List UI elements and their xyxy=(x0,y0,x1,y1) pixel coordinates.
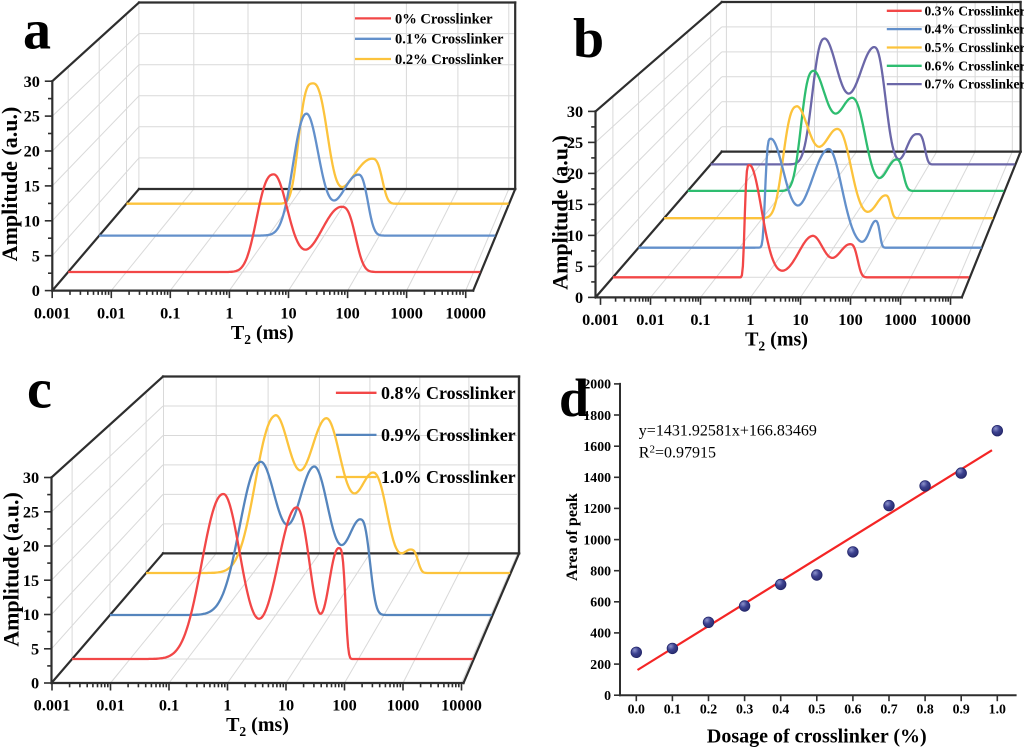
svg-text:0.3: 0.3 xyxy=(736,702,753,717)
svg-text:100: 100 xyxy=(335,303,359,322)
svg-text:15: 15 xyxy=(567,195,583,214)
svg-text:Amplitude (a.u.): Amplitude (a.u.) xyxy=(0,107,22,262)
svg-text:1.0: 1.0 xyxy=(989,702,1006,717)
svg-text:T2 (ms): T2 (ms) xyxy=(745,329,808,354)
svg-text:0.8% Crosslinker: 0.8% Crosslinker xyxy=(381,383,516,403)
svg-text:10: 10 xyxy=(278,696,294,715)
svg-text:30: 30 xyxy=(24,72,40,91)
svg-text:10: 10 xyxy=(23,605,39,624)
svg-text:1000: 1000 xyxy=(884,310,917,329)
svg-text:0.4: 0.4 xyxy=(772,702,789,717)
svg-text:0.5: 0.5 xyxy=(808,702,825,717)
svg-text:20: 20 xyxy=(24,142,40,161)
svg-text:1000: 1000 xyxy=(390,303,423,322)
svg-text:0: 0 xyxy=(32,281,40,300)
svg-text:d: d xyxy=(559,368,589,428)
svg-text:Amplitude (a.u.): Amplitude (a.u.) xyxy=(0,492,23,647)
svg-text:15: 15 xyxy=(24,177,40,196)
svg-text:10000: 10000 xyxy=(445,303,486,322)
svg-text:0.5% Crosslinker: 0.5% Crosslinker xyxy=(925,40,1024,55)
svg-text:0.8: 0.8 xyxy=(916,702,933,717)
svg-text:0.9: 0.9 xyxy=(953,702,970,717)
svg-text:600: 600 xyxy=(590,595,611,610)
svg-text:0.7: 0.7 xyxy=(880,702,897,717)
svg-text:0.001: 0.001 xyxy=(34,696,71,715)
svg-text:0.1: 0.1 xyxy=(160,303,180,322)
svg-text:0.001: 0.001 xyxy=(582,310,619,329)
svg-text:5: 5 xyxy=(31,639,39,658)
svg-text:1: 1 xyxy=(225,303,233,322)
svg-text:c: c xyxy=(27,359,52,421)
svg-text:0.4% Crosslinker: 0.4% Crosslinker xyxy=(925,22,1024,37)
svg-text:1400: 1400 xyxy=(583,470,611,485)
svg-text:T2 (ms): T2 (ms) xyxy=(231,322,294,347)
svg-text:0.6% Crosslinker: 0.6% Crosslinker xyxy=(925,58,1024,73)
svg-text:5: 5 xyxy=(32,246,40,265)
svg-text:10: 10 xyxy=(567,226,583,245)
svg-text:20: 20 xyxy=(567,164,583,183)
svg-text:10000: 10000 xyxy=(441,696,482,715)
svg-text:10000: 10000 xyxy=(930,310,971,329)
svg-text:b: b xyxy=(573,8,604,70)
svg-text:0.3% Crosslinker: 0.3% Crosslinker xyxy=(925,3,1024,18)
svg-text:0.7% Crosslinker: 0.7% Crosslinker xyxy=(925,77,1024,92)
svg-text:2000: 2000 xyxy=(583,377,611,392)
svg-text:1200: 1200 xyxy=(583,501,611,516)
svg-text:0.1: 0.1 xyxy=(159,696,179,715)
svg-text:0.1% Crosslinker: 0.1% Crosslinker xyxy=(395,32,504,48)
svg-text:0.0: 0.0 xyxy=(628,702,645,717)
svg-text:10: 10 xyxy=(792,310,808,329)
svg-text:1800: 1800 xyxy=(583,408,611,423)
svg-text:Dosage of crosslinker (%): Dosage of crosslinker (%) xyxy=(707,726,927,748)
svg-text:10: 10 xyxy=(24,211,40,230)
svg-text:1000: 1000 xyxy=(583,532,611,547)
svg-text:100: 100 xyxy=(838,310,862,329)
svg-text:0: 0 xyxy=(575,288,583,307)
svg-text:0.6: 0.6 xyxy=(844,702,861,717)
svg-text:1600: 1600 xyxy=(583,439,611,454)
svg-text:0.9% Crosslinker: 0.9% Crosslinker xyxy=(381,425,516,445)
svg-text:0% Crosslinker: 0% Crosslinker xyxy=(395,11,493,27)
svg-text:0: 0 xyxy=(31,674,39,693)
svg-text:0.1: 0.1 xyxy=(664,702,681,717)
svg-text:Amplitude (a.u.): Amplitude (a.u.) xyxy=(547,135,572,290)
svg-text:30: 30 xyxy=(23,468,39,487)
svg-text:0.01: 0.01 xyxy=(97,303,126,322)
svg-text:0: 0 xyxy=(604,688,611,703)
svg-text:200: 200 xyxy=(590,657,611,672)
svg-text:800: 800 xyxy=(590,564,611,579)
svg-text:0.01: 0.01 xyxy=(636,310,665,329)
svg-text:0.1: 0.1 xyxy=(690,310,710,329)
svg-text:1: 1 xyxy=(223,696,231,715)
svg-text:0.001: 0.001 xyxy=(34,303,71,322)
svg-text:25: 25 xyxy=(24,107,40,126)
svg-text:20: 20 xyxy=(23,537,39,556)
svg-text:25: 25 xyxy=(567,133,583,152)
svg-text:5: 5 xyxy=(575,257,583,276)
svg-text:100: 100 xyxy=(332,696,356,715)
svg-text:0.01: 0.01 xyxy=(96,696,125,715)
svg-text:y=1431.92581x+166.83469: y=1431.92581x+166.83469 xyxy=(639,422,817,439)
svg-text:1000: 1000 xyxy=(387,696,420,715)
svg-text:a: a xyxy=(23,0,51,62)
svg-text:1.0% Crosslinker: 1.0% Crosslinker xyxy=(381,467,516,487)
svg-text:T2 (ms): T2 (ms) xyxy=(226,714,289,739)
svg-text:Area of peak: Area of peak xyxy=(564,493,581,581)
svg-text:15: 15 xyxy=(23,571,39,590)
svg-text:25: 25 xyxy=(23,502,39,521)
svg-text:1: 1 xyxy=(746,310,754,329)
svg-text:30: 30 xyxy=(567,102,583,121)
svg-text:0.2% Crosslinker: 0.2% Crosslinker xyxy=(395,52,504,68)
svg-text:10: 10 xyxy=(280,303,296,322)
svg-text:400: 400 xyxy=(590,626,611,641)
svg-text:R2=0.97915: R2=0.97915 xyxy=(639,443,716,461)
svg-text:0.2: 0.2 xyxy=(700,702,717,717)
